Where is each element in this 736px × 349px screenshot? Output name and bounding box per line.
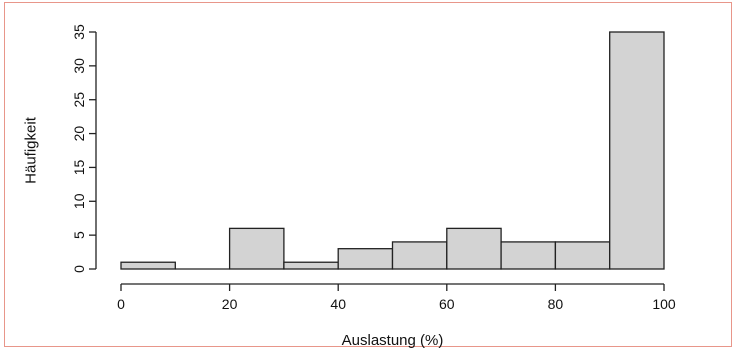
x-tick-label: 100 bbox=[652, 296, 676, 312]
x-axis-title: Auslastung (%) bbox=[342, 332, 444, 349]
y-axis: 0 5 10 15 20 25 30 35 bbox=[71, 24, 97, 273]
histogram-bar bbox=[337, 248, 394, 270]
y-tick-label: 20 bbox=[71, 126, 87, 142]
y-tick-label: 35 bbox=[71, 24, 87, 40]
histogram-bar bbox=[609, 31, 665, 270]
y-axis-title: Häufigkeit bbox=[23, 116, 40, 184]
histogram-bar bbox=[391, 241, 448, 270]
y-tick-label: 5 bbox=[71, 231, 87, 239]
histogram-bar bbox=[446, 227, 502, 270]
x-tick-label: 0 bbox=[117, 296, 125, 312]
bars-group bbox=[120, 31, 665, 270]
y-tick-label: 30 bbox=[71, 58, 87, 74]
x-tick-label: 60 bbox=[439, 296, 455, 312]
x-axis: 0 20 40 60 80 100 bbox=[117, 283, 676, 312]
x-tick-label: 20 bbox=[222, 296, 238, 312]
x-tick-label: 40 bbox=[330, 296, 346, 312]
y-tick-label: 10 bbox=[71, 193, 87, 209]
histogram-bar bbox=[500, 241, 557, 270]
y-tick-label: 25 bbox=[71, 92, 87, 108]
histogram-bar bbox=[283, 261, 339, 270]
y-tick-label: 15 bbox=[71, 159, 87, 175]
histogram-bar bbox=[554, 241, 611, 270]
histogram-bar bbox=[228, 227, 285, 270]
x-tick-label: 80 bbox=[548, 296, 564, 312]
y-tick-label: 0 bbox=[71, 265, 87, 273]
histogram-bar bbox=[120, 261, 176, 270]
